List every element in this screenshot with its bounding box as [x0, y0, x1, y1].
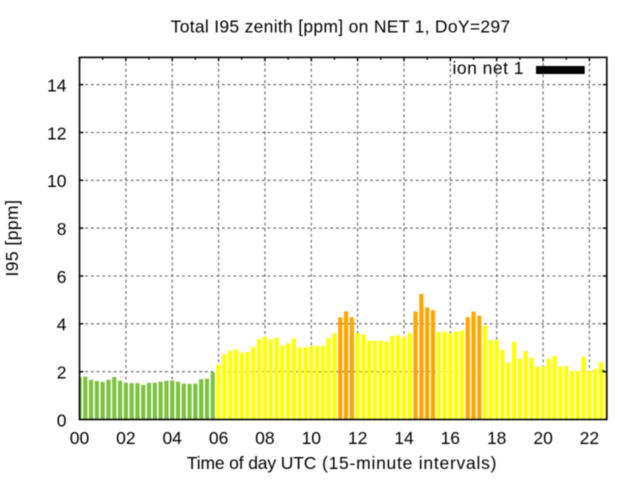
svg-text:6: 6: [57, 267, 67, 287]
svg-text:08: 08: [255, 428, 274, 448]
svg-text:4: 4: [57, 315, 67, 335]
svg-text:I95 [ppm]: I95 [ppm]: [2, 200, 22, 276]
svg-text:Time of day UTC: Time of day UTC: [187, 453, 317, 473]
svg-text:0: 0: [57, 410, 67, 430]
svg-text:8: 8: [57, 219, 67, 239]
svg-text:12: 12: [47, 123, 66, 143]
svg-text:2: 2: [57, 363, 67, 383]
svg-text:10: 10: [47, 171, 67, 191]
svg-text:02: 02: [116, 428, 135, 448]
svg-text:(15-minute intervals): (15-minute intervals): [322, 453, 497, 473]
svg-text:06: 06: [209, 428, 228, 448]
svg-text:ion net 1: ion net 1: [453, 58, 524, 78]
svg-text:14: 14: [47, 76, 67, 96]
svg-text:12: 12: [348, 428, 367, 448]
svg-text:22: 22: [580, 428, 599, 448]
svg-text:20: 20: [533, 428, 553, 448]
svg-text:14: 14: [394, 428, 414, 448]
svg-text:18: 18: [487, 428, 506, 448]
svg-text:Total I95 zenith [ppm] on NET: Total I95 zenith [ppm] on NET 1, DoY=297: [171, 16, 511, 36]
svg-text:00: 00: [70, 428, 90, 448]
svg-text:10: 10: [302, 428, 322, 448]
svg-text:04: 04: [162, 428, 182, 448]
svg-text:16: 16: [441, 428, 460, 448]
